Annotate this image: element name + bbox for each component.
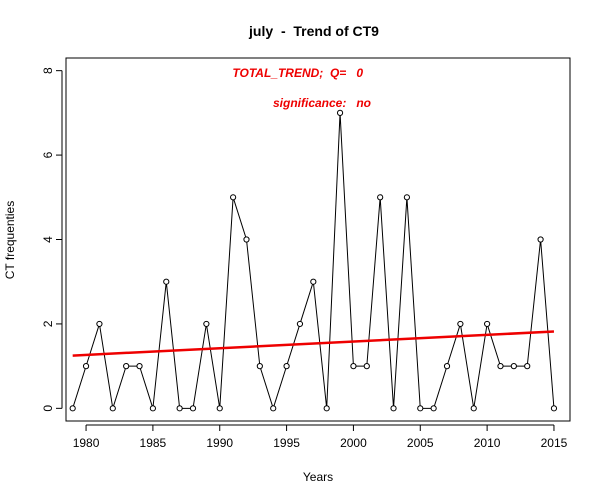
data-point — [96, 320, 103, 328]
data-point — [270, 405, 277, 412]
data-point — [417, 405, 424, 412]
data-point — [149, 405, 156, 412]
x-tick-label: 1995 — [273, 436, 300, 450]
x-tick-label: 1985 — [140, 436, 167, 450]
data-point — [457, 320, 464, 328]
data-point — [537, 236, 544, 243]
x-axis-label: Years — [303, 470, 333, 484]
data-point — [176, 405, 183, 412]
y-axis-label: CT frequenties — [3, 201, 17, 280]
data-point — [216, 405, 223, 412]
chart-title: july - Trend of CT9 — [248, 23, 379, 39]
data-point — [403, 194, 411, 201]
x-tick-label: 2015 — [541, 436, 568, 450]
x-tick-label: 1990 — [206, 436, 233, 450]
data-point — [82, 363, 90, 370]
y-tick-label: 0 — [41, 405, 55, 412]
x-tick-label: 1980 — [73, 436, 100, 450]
data-point — [350, 363, 357, 370]
data-point — [510, 363, 517, 370]
y-tick-label: 4 — [41, 236, 55, 243]
data-point — [69, 405, 76, 412]
x-tick-label: 2010 — [474, 436, 501, 450]
data-point — [230, 194, 237, 201]
trend-line — [72, 330, 555, 357]
data-point — [484, 320, 491, 328]
x-tick-label: 2005 — [407, 436, 434, 450]
data-point — [323, 405, 330, 412]
data-point — [189, 405, 197, 412]
y-tick-label: 6 — [41, 151, 55, 158]
data-point — [310, 278, 317, 285]
data-point — [550, 405, 558, 412]
series-layer — [69, 109, 558, 412]
trend-annotation: TOTAL_TREND; Q= 0 — [232, 66, 363, 80]
series-line — [72, 112, 555, 410]
y-tick-label: 2 — [41, 320, 55, 327]
trend-layer — [72, 330, 555, 357]
x-axis: 1980 1985 1990 1995 2000 2005 2010 2015 — [73, 424, 568, 450]
data-point — [123, 363, 130, 370]
y-axis: 0 2 4 6 8 — [41, 67, 63, 412]
data-point — [524, 363, 531, 370]
data-point — [377, 194, 384, 201]
data-point — [243, 236, 250, 243]
data-point — [256, 363, 263, 370]
significance-annotation: significance: no — [273, 96, 371, 110]
data-point — [390, 405, 397, 412]
data-point — [136, 363, 143, 370]
data-point — [163, 278, 170, 285]
data-point — [296, 320, 304, 328]
data-point — [443, 363, 451, 370]
data-point — [203, 320, 210, 328]
data-point — [336, 109, 344, 116]
x-tick-label: 2000 — [340, 436, 367, 450]
data-point — [109, 405, 116, 412]
data-point — [283, 363, 290, 370]
data-point — [430, 405, 437, 412]
y-tick-label: 8 — [41, 67, 55, 74]
data-point — [497, 363, 504, 370]
data-point — [470, 405, 477, 412]
plot-frame — [65, 57, 571, 422]
data-point — [363, 363, 370, 370]
